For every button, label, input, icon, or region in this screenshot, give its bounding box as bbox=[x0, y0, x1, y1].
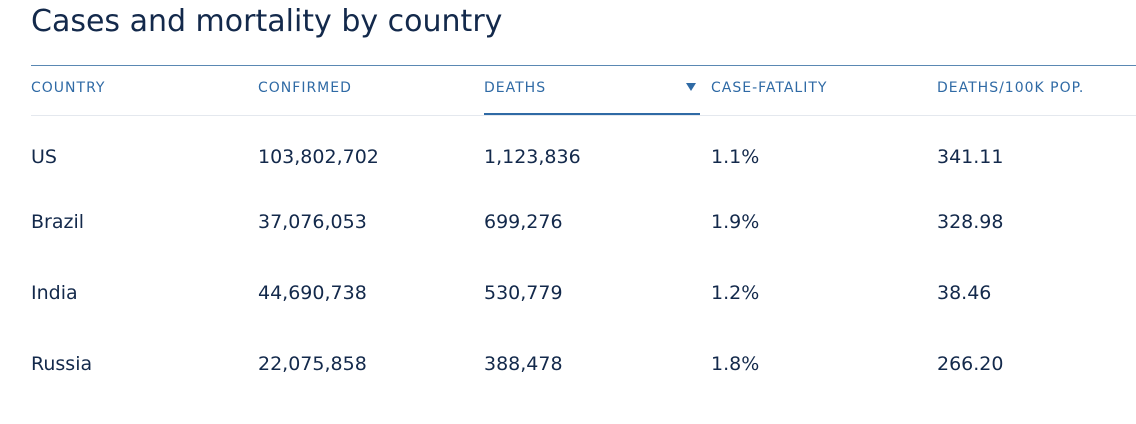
cell-case-fatality: 1.9% bbox=[711, 211, 760, 233]
column-header-label: CONFIRMED bbox=[258, 80, 352, 96]
cell-deaths-per-100k: 328.98 bbox=[937, 211, 1004, 233]
table-top-rule bbox=[31, 65, 1136, 66]
cell-case-fatality: 1.2% bbox=[711, 282, 760, 304]
table-header-row: COUNTRY CONFIRMED DEATHS CASE-FATALITY D… bbox=[31, 66, 1136, 116]
table-row: US 103,802,702 1,123,836 1.1% 341.11 bbox=[31, 145, 1136, 215]
cell-confirmed: 44,690,738 bbox=[258, 282, 367, 304]
column-header-label: CASE-FATALITY bbox=[711, 80, 828, 96]
column-header-label: DEATHS bbox=[484, 80, 547, 96]
column-header-country[interactable]: COUNTRY bbox=[31, 66, 105, 115]
table-row: India 44,690,738 530,779 1.2% 38.46 bbox=[31, 281, 1136, 351]
cell-deaths: 530,779 bbox=[484, 282, 563, 304]
column-header-case-fatality[interactable]: CASE-FATALITY bbox=[711, 66, 827, 115]
cell-confirmed: 37,076,053 bbox=[258, 211, 367, 233]
column-header-deaths[interactable]: DEATHS bbox=[484, 66, 700, 115]
column-header-label: DEATHS/100K POP. bbox=[937, 80, 1085, 96]
cell-country: US bbox=[31, 146, 57, 168]
cell-country: Russia bbox=[31, 353, 93, 375]
cell-deaths: 1,123,836 bbox=[484, 146, 581, 168]
cell-confirmed: 103,802,702 bbox=[258, 146, 379, 168]
cell-case-fatality: 1.1% bbox=[711, 146, 760, 168]
cell-deaths-per-100k: 38.46 bbox=[937, 282, 992, 304]
column-header-label: COUNTRY bbox=[31, 80, 106, 96]
table-row: Brazil 37,076,053 699,276 1.9% 328.98 bbox=[31, 210, 1136, 280]
cell-country: India bbox=[31, 282, 78, 304]
cell-deaths: 388,478 bbox=[484, 353, 563, 375]
column-header-deaths-per-100k[interactable]: DEATHS/100K POP. bbox=[937, 66, 1084, 115]
cell-deaths-per-100k: 341.11 bbox=[937, 146, 1004, 168]
sort-descending-icon bbox=[686, 83, 696, 91]
table-row: Russia 22,075,858 388,478 1.8% 266.20 bbox=[31, 352, 1136, 422]
cell-confirmed: 22,075,858 bbox=[258, 353, 367, 375]
cell-country: Brazil bbox=[31, 211, 85, 233]
column-header-confirmed[interactable]: CONFIRMED bbox=[258, 66, 352, 115]
cell-deaths: 699,276 bbox=[484, 211, 563, 233]
cell-case-fatality: 1.8% bbox=[711, 353, 760, 375]
cell-deaths-per-100k: 266.20 bbox=[937, 353, 1004, 375]
page-title: Cases and mortality by country bbox=[31, 4, 503, 39]
